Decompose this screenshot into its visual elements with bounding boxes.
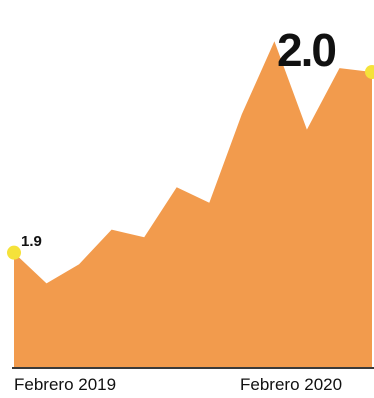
x-tick-label-start: Febrero 2019 bbox=[14, 375, 116, 394]
end-point-marker bbox=[365, 64, 374, 79]
start-value-label: 1.9 bbox=[21, 233, 42, 250]
area-layer bbox=[14, 41, 372, 368]
end-value-label: 2.0 bbox=[277, 24, 335, 76]
x-tick-label-end: Febrero 2020 bbox=[240, 375, 342, 394]
marker-layer bbox=[7, 64, 374, 260]
area-series bbox=[14, 41, 372, 368]
start-point-marker bbox=[7, 245, 21, 260]
